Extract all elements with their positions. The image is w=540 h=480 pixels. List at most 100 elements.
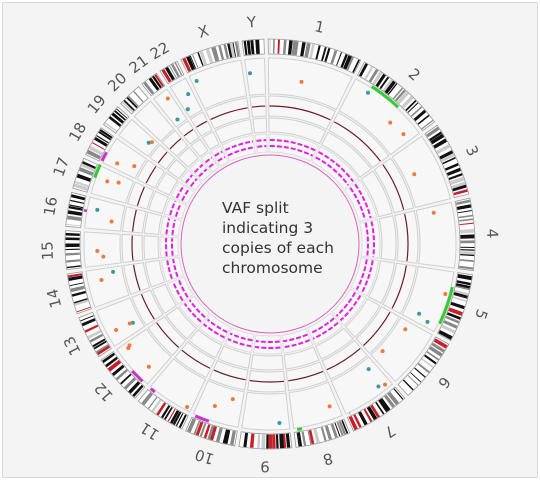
ideogram-band	[348, 416, 358, 431]
ideogram-band	[456, 204, 472, 210]
vaf-line	[165, 218, 171, 235]
ideogram-band	[169, 65, 177, 79]
ideogram-band	[402, 379, 414, 391]
ideogram-band	[341, 420, 349, 434]
cn-track	[252, 117, 268, 134]
ideogram-band	[460, 246, 475, 248]
vaf-line	[335, 292, 356, 317]
ideogram-band	[92, 142, 105, 150]
ideogram-band	[67, 210, 83, 216]
ideogram-band	[455, 199, 471, 206]
ideogram-band	[229, 42, 236, 58]
ideogram-band	[218, 45, 225, 60]
ideogram-band	[453, 292, 468, 298]
ideogram-band	[111, 364, 125, 376]
cn-track	[177, 146, 199, 168]
ideogram-band	[223, 44, 229, 59]
ideogram-band	[268, 434, 273, 449]
ideogram-band	[266, 434, 269, 449]
scatter-dot	[431, 210, 436, 215]
vaf-line	[315, 156, 350, 186]
ideogram-band	[174, 62, 183, 76]
ideogram-band	[65, 243, 80, 248]
ideogram-band	[69, 282, 84, 287]
scatter-dot	[185, 107, 190, 112]
ideogram-band	[441, 324, 456, 334]
vaf-track	[170, 180, 195, 205]
scatter-dot	[388, 120, 393, 125]
vaf-line	[165, 237, 168, 257]
scatter-dot	[115, 161, 120, 166]
ideogram-band	[92, 338, 106, 348]
ideogram-band	[382, 79, 394, 93]
vaf-line	[204, 156, 213, 164]
ideogram-band	[65, 232, 80, 237]
cn-line	[196, 120, 208, 128]
vaf-line	[364, 222, 369, 257]
cn-track	[151, 283, 178, 314]
vaf-line	[349, 187, 366, 220]
scatter-track	[267, 57, 353, 111]
ideogram-band	[407, 375, 419, 386]
cn-track	[283, 346, 320, 370]
tracks	[64, 38, 476, 450]
ideogram-band	[296, 432, 300, 447]
ideogram-band	[343, 55, 352, 70]
ideogram-band	[320, 427, 327, 442]
feature-mark	[370, 85, 400, 109]
vaf-track	[331, 288, 367, 327]
ideogram-band	[73, 183, 89, 191]
ideogram-band	[421, 119, 434, 130]
ideogram	[64, 230, 82, 271]
cn-track	[268, 117, 327, 145]
chromosome-label: 16	[40, 195, 61, 217]
vaf-line	[185, 174, 194, 184]
scatter-dot	[175, 117, 180, 122]
feature-mark	[194, 414, 210, 423]
vaf-line	[255, 339, 280, 343]
cn-line	[326, 347, 361, 371]
vaf-line	[172, 258, 179, 278]
ideogram-band	[291, 40, 297, 56]
cn-track	[148, 190, 169, 215]
ideogram-band	[86, 149, 101, 160]
scatter-dot	[376, 384, 381, 389]
vaf-line	[183, 302, 202, 323]
ideogram-band	[115, 369, 128, 381]
ideogram-band	[215, 427, 223, 443]
ideogram-band	[234, 42, 240, 57]
ideogram-band	[95, 344, 109, 354]
vaf-line	[171, 219, 176, 235]
cn-track	[143, 211, 163, 235]
ideogram-band	[147, 396, 158, 409]
scatter-dot	[149, 140, 154, 145]
ideogram-band	[340, 53, 348, 68]
feature-mark	[93, 163, 102, 179]
vaf-track	[179, 169, 203, 192]
scatter-track	[244, 57, 267, 96]
ideogram-band	[448, 173, 463, 180]
vaf-line	[214, 150, 223, 157]
chromosome-label: 11	[137, 418, 163, 443]
vaf-line	[188, 299, 206, 319]
scatter-dot	[248, 71, 253, 76]
scatter-track	[288, 381, 343, 430]
scatter-track	[241, 391, 291, 431]
ideogram-band	[98, 131, 112, 141]
ideogram-band	[460, 234, 475, 239]
cn-track	[156, 171, 179, 196]
ideogram-band	[459, 259, 474, 262]
scatter-dot	[132, 164, 137, 169]
ideogram-band	[392, 87, 404, 100]
ideogram-band	[186, 55, 196, 71]
ideogram-band	[87, 329, 102, 339]
ideogram-band	[431, 342, 445, 353]
scatter-track	[338, 78, 421, 156]
cn-line	[269, 105, 331, 121]
scatter-dot	[95, 248, 100, 253]
ideogram-band	[338, 420, 347, 435]
ideogram-band	[273, 39, 275, 54]
ideogram-band	[459, 265, 474, 270]
scatter-dot	[116, 180, 121, 185]
ideogram-band	[428, 346, 443, 357]
